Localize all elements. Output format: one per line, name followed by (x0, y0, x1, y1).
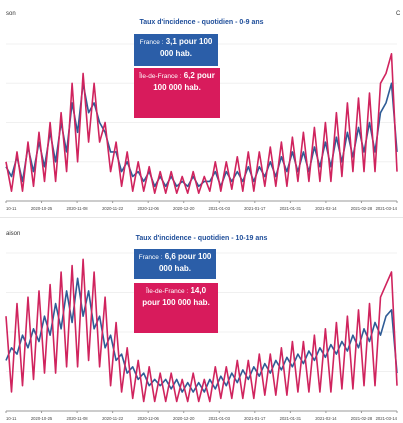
series-line-idf (5, 258, 398, 403)
chart-panel-10-19: aison Taux d'incidence - quotidien - 10-… (0, 225, 403, 423)
x-tick-label: 2021-02-14 (315, 416, 337, 421)
tooltip-france-prefix: France : (139, 39, 164, 46)
x-tick-label: 2021-02-14 (315, 206, 337, 211)
corner-label-right: C (396, 11, 401, 17)
x-tick-label: 2020-12-20 (173, 206, 195, 211)
tooltip-france-value: 6,6 pour 100 000 hab. (158, 252, 212, 273)
x-tick-label: 2021-01-17 (244, 416, 266, 421)
x-tick-label: 2021-01-03 (209, 206, 231, 211)
tooltip-idf: Île-de-France : 6,2 pour 100 000 hab. (134, 68, 220, 118)
x-tick-label: 2021-01-31 (280, 206, 302, 211)
x-tick-label: 2020-11-08 (67, 206, 89, 211)
x-tick-label: 2021-02-28 (351, 416, 373, 421)
chart-title: Taux d'incidence - quotidien - 10-19 ans (135, 235, 268, 242)
tooltip-france-prefix: France : (138, 254, 163, 261)
panel-divider (0, 217, 403, 218)
x-tick-label: 2021-01-03 (209, 416, 231, 421)
corner-label-left: aison (6, 231, 21, 237)
tooltip-idf-value: 6,2 pour 100 000 hab. (153, 71, 215, 92)
x-tick-label: 2020-12-06 (137, 206, 159, 211)
tooltip-idf-prefix: Île-de-France : (145, 288, 189, 295)
x-tick-label: 10-11 (6, 416, 17, 421)
chart-panel-0-9: son C Taux d'incidence - quotidien - 0-9… (5, 11, 401, 211)
x-tick-label: 2020-11-08 (67, 416, 89, 421)
tooltip-france: France : 3,1 pour 100 000 hab. (134, 34, 218, 66)
corner-label-left: son (6, 11, 16, 17)
chart-title: Taux d'incidence - quotidien - 0-9 ans (139, 19, 264, 26)
x-tick-label: 10-11 (6, 206, 17, 211)
x-tick-label: 2021-01-31 (280, 416, 302, 421)
tooltip-idf-prefix: Île-de-France : (139, 73, 182, 80)
x-tick-label: 2021-03-14 (376, 206, 398, 211)
tooltip-france: France : 6,6 pour 100 000 hab. (134, 249, 216, 279)
x-tick-label: 2020-11-22 (102, 416, 124, 421)
x-tick-label: 2020-10-25 (31, 206, 53, 211)
series-line-idf (5, 52, 398, 194)
x-tick-label: 2020-10-25 (31, 416, 53, 421)
tooltip-idf-value: 14,0 pour 100 000 hab. (142, 286, 210, 307)
tooltip-france-value: 3,1 pour 100 000 hab. (159, 37, 213, 58)
x-tick-label: 2021-02-28 (351, 206, 373, 211)
x-tick-label: 2021-01-17 (244, 206, 266, 211)
tooltip-idf: Île-de-France : 14,0 pour 100 000 hab. (134, 283, 218, 333)
x-tick-label: 2020-11-22 (102, 206, 124, 211)
x-tick-label: 2020-12-20 (173, 416, 195, 421)
x-tick-label: 2020-12-06 (137, 416, 159, 421)
x-tick-label: 2021-03-14 (376, 416, 398, 421)
